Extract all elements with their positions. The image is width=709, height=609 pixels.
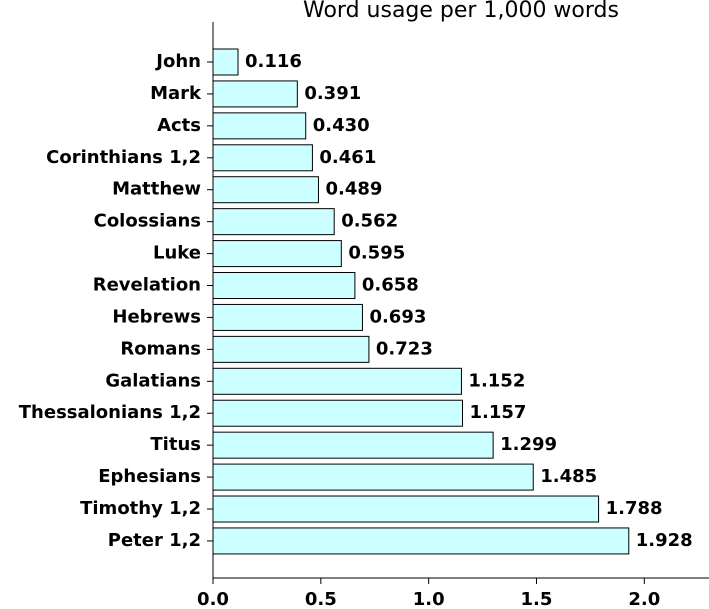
y-tick-label: Peter 1,2 bbox=[108, 530, 201, 551]
value-label: 0.489 bbox=[325, 179, 382, 200]
y-tick-label: Ephesians bbox=[98, 466, 201, 487]
chart-title: Word usage per 1,000 words bbox=[303, 0, 619, 23]
value-label: 1.152 bbox=[468, 370, 525, 391]
y-tick-label: Hebrews bbox=[112, 306, 201, 327]
value-label: 0.723 bbox=[376, 338, 433, 359]
bar bbox=[212, 112, 307, 140]
bar bbox=[212, 335, 370, 363]
bar bbox=[212, 495, 600, 523]
value-label: 0.658 bbox=[362, 275, 419, 296]
y-tick-label: Corinthians 1,2 bbox=[46, 147, 201, 168]
value-label: 0.116 bbox=[245, 51, 302, 72]
bar bbox=[212, 303, 363, 331]
y-tick-label: Titus bbox=[150, 434, 201, 455]
bar bbox=[212, 272, 356, 300]
bar bbox=[212, 144, 313, 172]
y-tick-label: Galatians bbox=[105, 370, 201, 391]
value-label: 1.788 bbox=[606, 498, 663, 519]
bar bbox=[212, 48, 239, 76]
value-label: 1.485 bbox=[540, 466, 597, 487]
value-label: 1.299 bbox=[500, 434, 557, 455]
bar bbox=[212, 431, 494, 459]
bar bbox=[212, 240, 342, 268]
y-tick-label: Revelation bbox=[93, 275, 201, 296]
x-tick-label: 1.0 bbox=[413, 589, 445, 609]
y-tick-label: Timothy 1,2 bbox=[80, 498, 201, 519]
y-tick-label: Luke bbox=[153, 243, 201, 264]
value-label: 1.928 bbox=[636, 530, 693, 551]
y-tick-label: Matthew bbox=[112, 179, 201, 200]
x-tick-label: 0.0 bbox=[197, 589, 229, 609]
x-tick-label: 2.0 bbox=[628, 589, 660, 609]
y-tick-label: Thessalonians 1,2 bbox=[19, 402, 201, 423]
bar bbox=[212, 208, 335, 236]
bar bbox=[212, 527, 630, 555]
y-tick-label: John bbox=[154, 51, 201, 72]
value-label: 0.430 bbox=[313, 115, 370, 136]
y-tick-label: Colossians bbox=[94, 211, 201, 232]
y-tick-label: Mark bbox=[150, 83, 202, 104]
bar bbox=[212, 176, 319, 204]
value-label: 0.461 bbox=[319, 147, 376, 168]
bar bbox=[212, 463, 534, 491]
y-tick-label: Romans bbox=[120, 338, 201, 359]
bar bbox=[212, 367, 462, 395]
x-tick-label: 1.5 bbox=[521, 589, 553, 609]
value-label: 0.391 bbox=[304, 83, 361, 104]
value-label: 0.562 bbox=[341, 211, 398, 232]
value-label: 1.157 bbox=[470, 402, 527, 423]
bar bbox=[212, 80, 298, 108]
x-tick-label: 0.5 bbox=[305, 589, 337, 609]
bar bbox=[212, 399, 464, 427]
y-tick-label: Acts bbox=[157, 115, 201, 136]
value-label: 0.595 bbox=[348, 243, 405, 264]
value-label: 0.693 bbox=[369, 306, 426, 327]
